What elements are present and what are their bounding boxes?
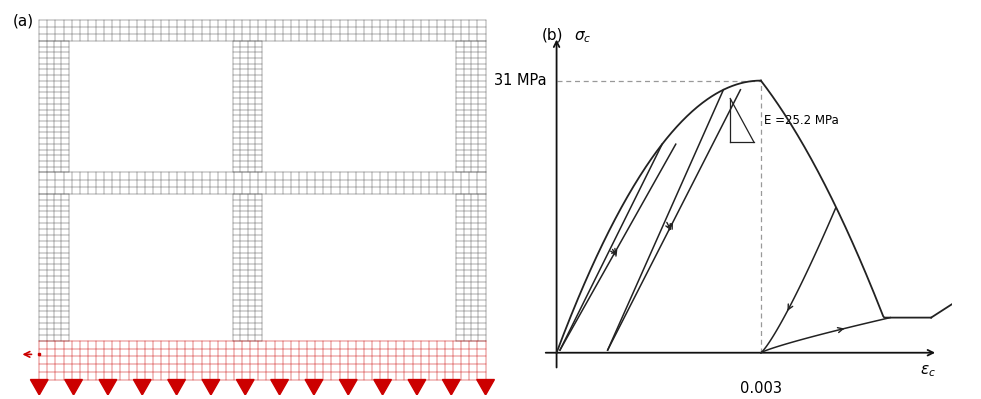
Polygon shape [39, 20, 486, 41]
Polygon shape [133, 379, 151, 395]
Polygon shape [233, 194, 263, 341]
Polygon shape [271, 379, 288, 395]
Text: 31 MPa: 31 MPa [493, 73, 546, 88]
Polygon shape [408, 379, 426, 395]
Text: 0.003: 0.003 [740, 381, 782, 396]
Polygon shape [39, 341, 486, 379]
Polygon shape [456, 194, 486, 341]
Text: (a): (a) [13, 14, 33, 29]
Polygon shape [65, 379, 82, 395]
Text: $\varepsilon_c$: $\varepsilon_c$ [920, 363, 936, 379]
Polygon shape [39, 172, 486, 194]
Polygon shape [477, 379, 494, 395]
Polygon shape [39, 194, 69, 341]
Text: $\sigma_c$: $\sigma_c$ [574, 29, 591, 45]
Polygon shape [168, 379, 185, 395]
Text: (b): (b) [542, 28, 563, 43]
Polygon shape [374, 379, 391, 395]
Polygon shape [39, 41, 69, 172]
Polygon shape [339, 379, 357, 395]
Polygon shape [456, 41, 486, 172]
Text: E =25.2 MPa: E =25.2 MPa [764, 114, 839, 127]
Polygon shape [305, 379, 323, 395]
Polygon shape [202, 379, 220, 395]
Polygon shape [442, 379, 460, 395]
Polygon shape [236, 379, 254, 395]
Polygon shape [233, 41, 263, 172]
Polygon shape [30, 379, 48, 395]
Polygon shape [99, 379, 117, 395]
